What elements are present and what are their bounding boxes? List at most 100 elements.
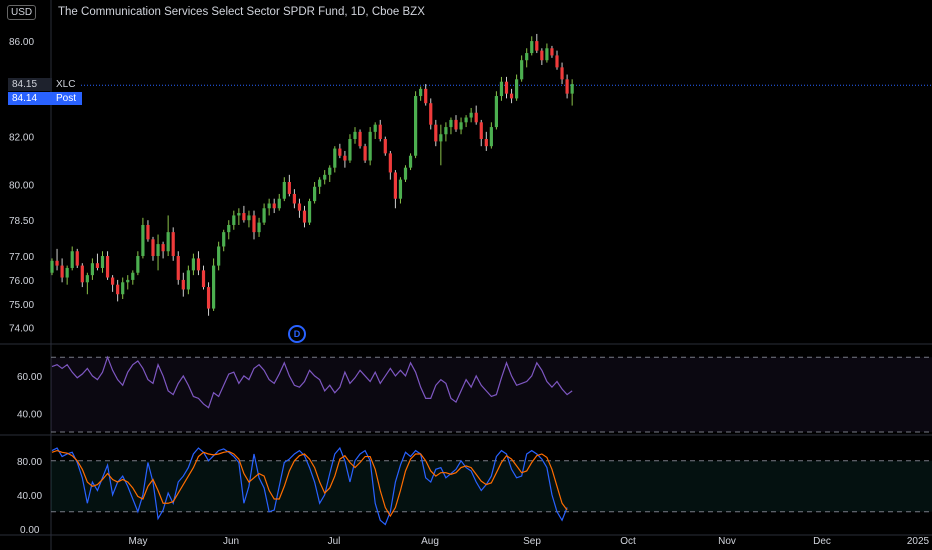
candle-body xyxy=(85,275,89,283)
candle-body xyxy=(333,148,337,168)
candle-body xyxy=(95,263,100,268)
price-ytick-label: 74.00 xyxy=(9,324,34,335)
candle-body xyxy=(358,131,362,147)
rsi-line xyxy=(51,355,573,409)
candle-body xyxy=(555,55,559,68)
candle-body xyxy=(161,244,165,252)
candle-body xyxy=(267,203,271,209)
candle-body xyxy=(388,153,392,173)
candle-body xyxy=(479,122,483,140)
candle-body xyxy=(515,79,519,99)
candle-body xyxy=(75,251,79,266)
candle-body xyxy=(464,117,468,123)
candle-body xyxy=(353,131,357,140)
x-axis-tick-label: Nov xyxy=(718,536,736,547)
candle-body xyxy=(449,119,453,128)
candle-body xyxy=(196,258,201,271)
currency-label[interactable]: USD xyxy=(7,5,37,20)
rsi-ytick-label: 40.00 xyxy=(17,409,42,420)
candle-body xyxy=(65,267,69,278)
price-ytick-label: 77.00 xyxy=(9,252,34,263)
candle-body xyxy=(318,179,322,187)
x-axis-tick-label: Jul xyxy=(328,536,341,547)
price-ytick-label: 86.00 xyxy=(9,37,34,48)
candle-body xyxy=(509,93,514,99)
price-ytick-label: 76.00 xyxy=(9,276,34,287)
candle-body xyxy=(343,155,347,161)
x-axis-tick-label: Sep xyxy=(523,536,541,547)
candle-body xyxy=(181,279,185,290)
price-ytick-label: 80.00 xyxy=(9,180,34,191)
candle-body xyxy=(398,179,403,199)
stoch-d-line xyxy=(51,449,568,518)
candle-body xyxy=(227,224,231,233)
chart-title: The Communication Services Select Sector… xyxy=(58,6,425,18)
x-axis-tick-label: 2025 xyxy=(907,536,930,547)
candle-body xyxy=(141,224,145,257)
candle-body xyxy=(414,96,418,156)
dividend-badge[interactable]: D xyxy=(288,325,306,343)
candle-body xyxy=(302,210,307,223)
candle-body xyxy=(444,127,448,135)
candle-body xyxy=(393,172,397,199)
stoch-ytick-label: 40.00 xyxy=(17,491,42,502)
last-price-tag: 84.15 xyxy=(8,78,52,91)
candle-body xyxy=(257,222,261,233)
rsi-ytick-label: 60.00 xyxy=(17,372,42,383)
candle-body xyxy=(368,131,372,161)
candle-body xyxy=(252,215,256,233)
candle-body xyxy=(429,103,433,125)
candle-body xyxy=(383,139,387,154)
candle-body xyxy=(247,215,251,221)
candle-body xyxy=(176,256,180,280)
candle-body xyxy=(100,256,105,268)
candle-body xyxy=(60,265,64,278)
candle-body xyxy=(560,67,564,80)
candle-body xyxy=(292,193,296,204)
candle-body xyxy=(90,263,94,276)
candle-body xyxy=(151,239,155,257)
candle-body xyxy=(535,41,539,51)
candle-body xyxy=(570,84,574,94)
post-label-tag: Post xyxy=(52,92,82,105)
candle-body xyxy=(540,50,544,61)
candle-body xyxy=(105,256,110,278)
candle-body xyxy=(469,112,473,118)
candle-body xyxy=(378,124,382,140)
candle-body xyxy=(80,265,84,283)
x-axis-tick-label: Aug xyxy=(421,536,439,547)
candle-body xyxy=(282,182,286,199)
candle-body xyxy=(550,48,554,56)
stoch-band-fill xyxy=(51,460,932,512)
post-price-tag: 84.14 xyxy=(8,92,52,105)
candle-body xyxy=(565,79,569,94)
candle-body xyxy=(434,124,438,142)
candle-body xyxy=(424,88,428,104)
candle-body xyxy=(237,213,241,216)
candle-body xyxy=(272,203,276,209)
candle-body xyxy=(363,146,367,161)
symbol-tag: XLC xyxy=(52,78,80,91)
rsi-band-fill xyxy=(51,357,932,432)
candle-body xyxy=(459,122,463,130)
candle-body xyxy=(222,232,226,247)
candle-body xyxy=(323,174,327,180)
candle-body xyxy=(419,88,423,97)
candle-body xyxy=(530,41,534,54)
x-axis-tick-label: Oct xyxy=(620,536,636,547)
price-ytick-label: 75.00 xyxy=(9,300,34,311)
candle-body xyxy=(55,260,59,266)
candle-body xyxy=(131,272,135,280)
candle-body xyxy=(454,119,458,130)
candle-body xyxy=(373,124,377,132)
candle-body xyxy=(146,224,150,240)
price-ytick-label: 82.00 xyxy=(9,133,34,144)
stoch-ytick-label: 80.00 xyxy=(17,457,42,468)
candle-body xyxy=(307,201,312,223)
candle-body xyxy=(403,167,408,180)
candle-body xyxy=(116,284,120,295)
candle-body xyxy=(408,155,413,168)
candle-body xyxy=(520,60,524,80)
candle-body xyxy=(136,256,140,273)
